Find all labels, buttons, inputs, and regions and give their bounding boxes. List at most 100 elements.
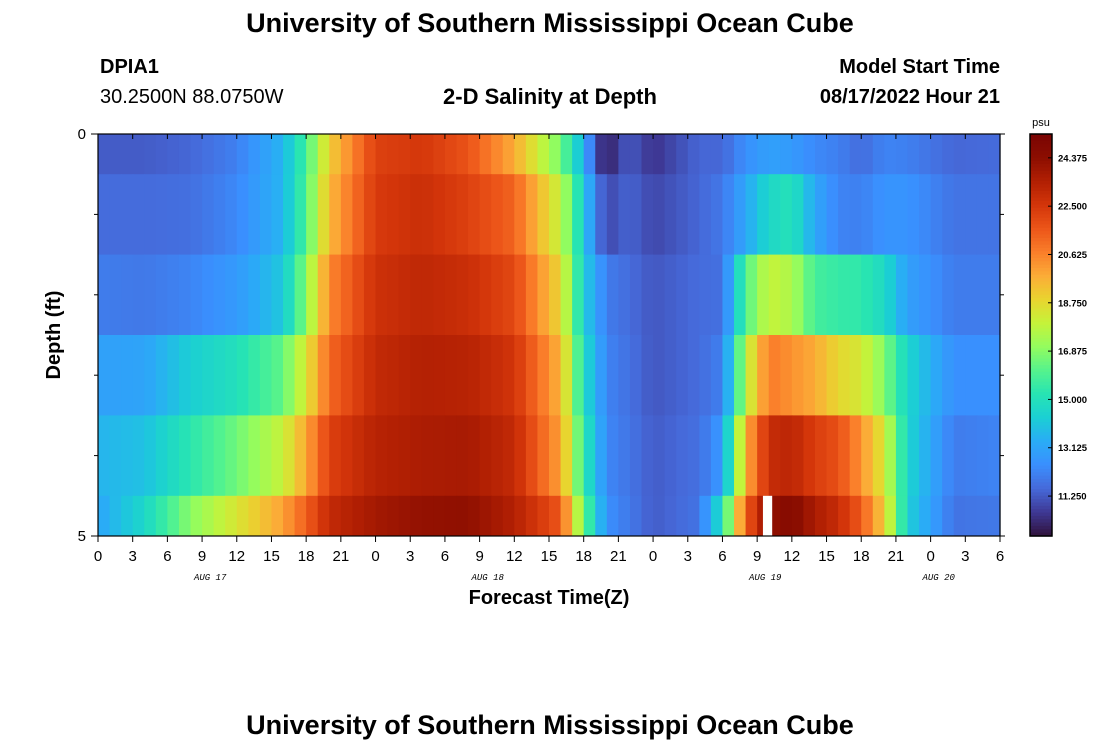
heatmap-cell [768, 335, 781, 416]
heatmap-cell [826, 335, 839, 416]
colorbar-segment [1030, 304, 1052, 309]
heatmap-cell [317, 174, 330, 255]
heatmap-cell [340, 254, 354, 336]
heatmap-cell [676, 174, 689, 255]
colorbar-segment [1030, 499, 1052, 504]
heatmap-cell [549, 495, 562, 537]
x-tick-label: 6 [441, 548, 449, 565]
heatmap-cell [155, 415, 168, 497]
heatmap-cell [930, 335, 943, 416]
heatmap-cells [98, 134, 1001, 537]
heatmap-cell [976, 335, 990, 416]
heatmap-cell [826, 134, 839, 175]
heatmap-cell [884, 335, 897, 416]
heatmap-cell [479, 335, 492, 416]
date-label: AUG 18 [471, 573, 505, 583]
heatmap-cell [549, 174, 562, 255]
x-tick-label: 18 [298, 548, 315, 565]
colorbar-segment [1030, 412, 1052, 416]
heatmap-cell [375, 415, 388, 497]
heatmap-cell [294, 254, 307, 336]
heatmap-cell [780, 415, 793, 497]
heatmap-cell [375, 174, 388, 255]
heatmap-cell [491, 495, 504, 537]
heatmap-cell [606, 174, 619, 255]
heatmap-cell [722, 495, 735, 537]
heatmap-cell [537, 254, 550, 336]
heatmap-cell [872, 174, 885, 255]
heatmap-cell [722, 254, 735, 336]
heatmap-cell [294, 174, 307, 255]
heatmap-cell [109, 254, 122, 336]
heatmap-cell [803, 335, 816, 416]
heatmap-cell [757, 174, 770, 255]
colorbar-segment [1030, 194, 1052, 199]
heatmap-cell [283, 254, 296, 336]
heatmap-cell [791, 254, 805, 336]
heatmap-cell [167, 254, 180, 336]
colorbar-segment [1030, 345, 1052, 349]
colorbar-segment [1030, 144, 1052, 148]
heatmap-cell [653, 254, 666, 336]
heatmap-cell [641, 254, 654, 336]
heatmap-cell [641, 415, 654, 497]
heatmap-cell [595, 174, 608, 255]
heatmap-cell [988, 495, 1001, 537]
colorbar-segment [1030, 348, 1052, 353]
heatmap-cell [572, 415, 585, 497]
colorbar-segment [1030, 341, 1052, 346]
heatmap-cell [560, 134, 573, 175]
heatmap-cell [248, 335, 261, 416]
x-tick-label: 3 [684, 548, 692, 565]
colorbar-segment [1030, 402, 1052, 406]
heatmap-cell [838, 134, 851, 175]
heatmap-cell [965, 254, 978, 336]
heatmap-cell [468, 335, 481, 416]
heatmap-cell [363, 335, 377, 416]
heatmap-cell [387, 254, 400, 336]
heatmap-cell [456, 495, 469, 537]
heatmap-cell [410, 174, 423, 255]
colorbar-segment [1030, 227, 1052, 232]
colorbar-segment [1030, 274, 1052, 279]
heatmap-cell [838, 335, 851, 416]
colorbar-segment [1030, 408, 1052, 413]
colorbar-tick-label: 24.375 [1058, 153, 1088, 164]
heatmap-cell [976, 134, 990, 175]
heatmap-cell [687, 134, 700, 175]
colorbar-segment [1030, 519, 1052, 524]
colorbar-segment [1030, 405, 1052, 410]
heatmap-cell [849, 254, 862, 336]
heatmap-cell [410, 134, 423, 175]
heatmap-cell [283, 495, 296, 537]
heatmap-cell [861, 134, 874, 175]
heatmap-cell [468, 134, 481, 175]
heatmap-cell [676, 134, 689, 175]
x-tick-label: 12 [784, 548, 801, 565]
heatmap-cell [664, 415, 677, 497]
heatmap-cell [549, 134, 562, 175]
colorbar-segment [1030, 164, 1052, 169]
heatmap-cell [618, 415, 631, 497]
colorbar-segment [1030, 425, 1052, 430]
colorbar-frame [1029, 133, 1053, 537]
heatmap-cell [560, 254, 573, 336]
heatmap-cell [236, 174, 249, 255]
heatmap-cell [306, 134, 319, 175]
heatmap-cell [734, 415, 747, 497]
heatmap-cell [838, 415, 851, 497]
heatmap-cell [988, 335, 1001, 416]
heatmap-cell [965, 174, 978, 255]
heatmap-cell [653, 174, 666, 255]
colorbar-segment [1030, 244, 1052, 249]
heatmap-cell [664, 254, 677, 336]
heatmap-cell [884, 134, 897, 175]
heatmap-cell [98, 174, 111, 255]
heatmap-cell [872, 134, 885, 175]
heatmap-cell [491, 254, 504, 336]
colorbar-segment [1030, 217, 1052, 222]
heatmap-cell [121, 335, 134, 416]
colorbar-tick-label: 15.000 [1058, 395, 1087, 406]
page-title: University of Southern Mississippi Ocean… [246, 8, 854, 38]
